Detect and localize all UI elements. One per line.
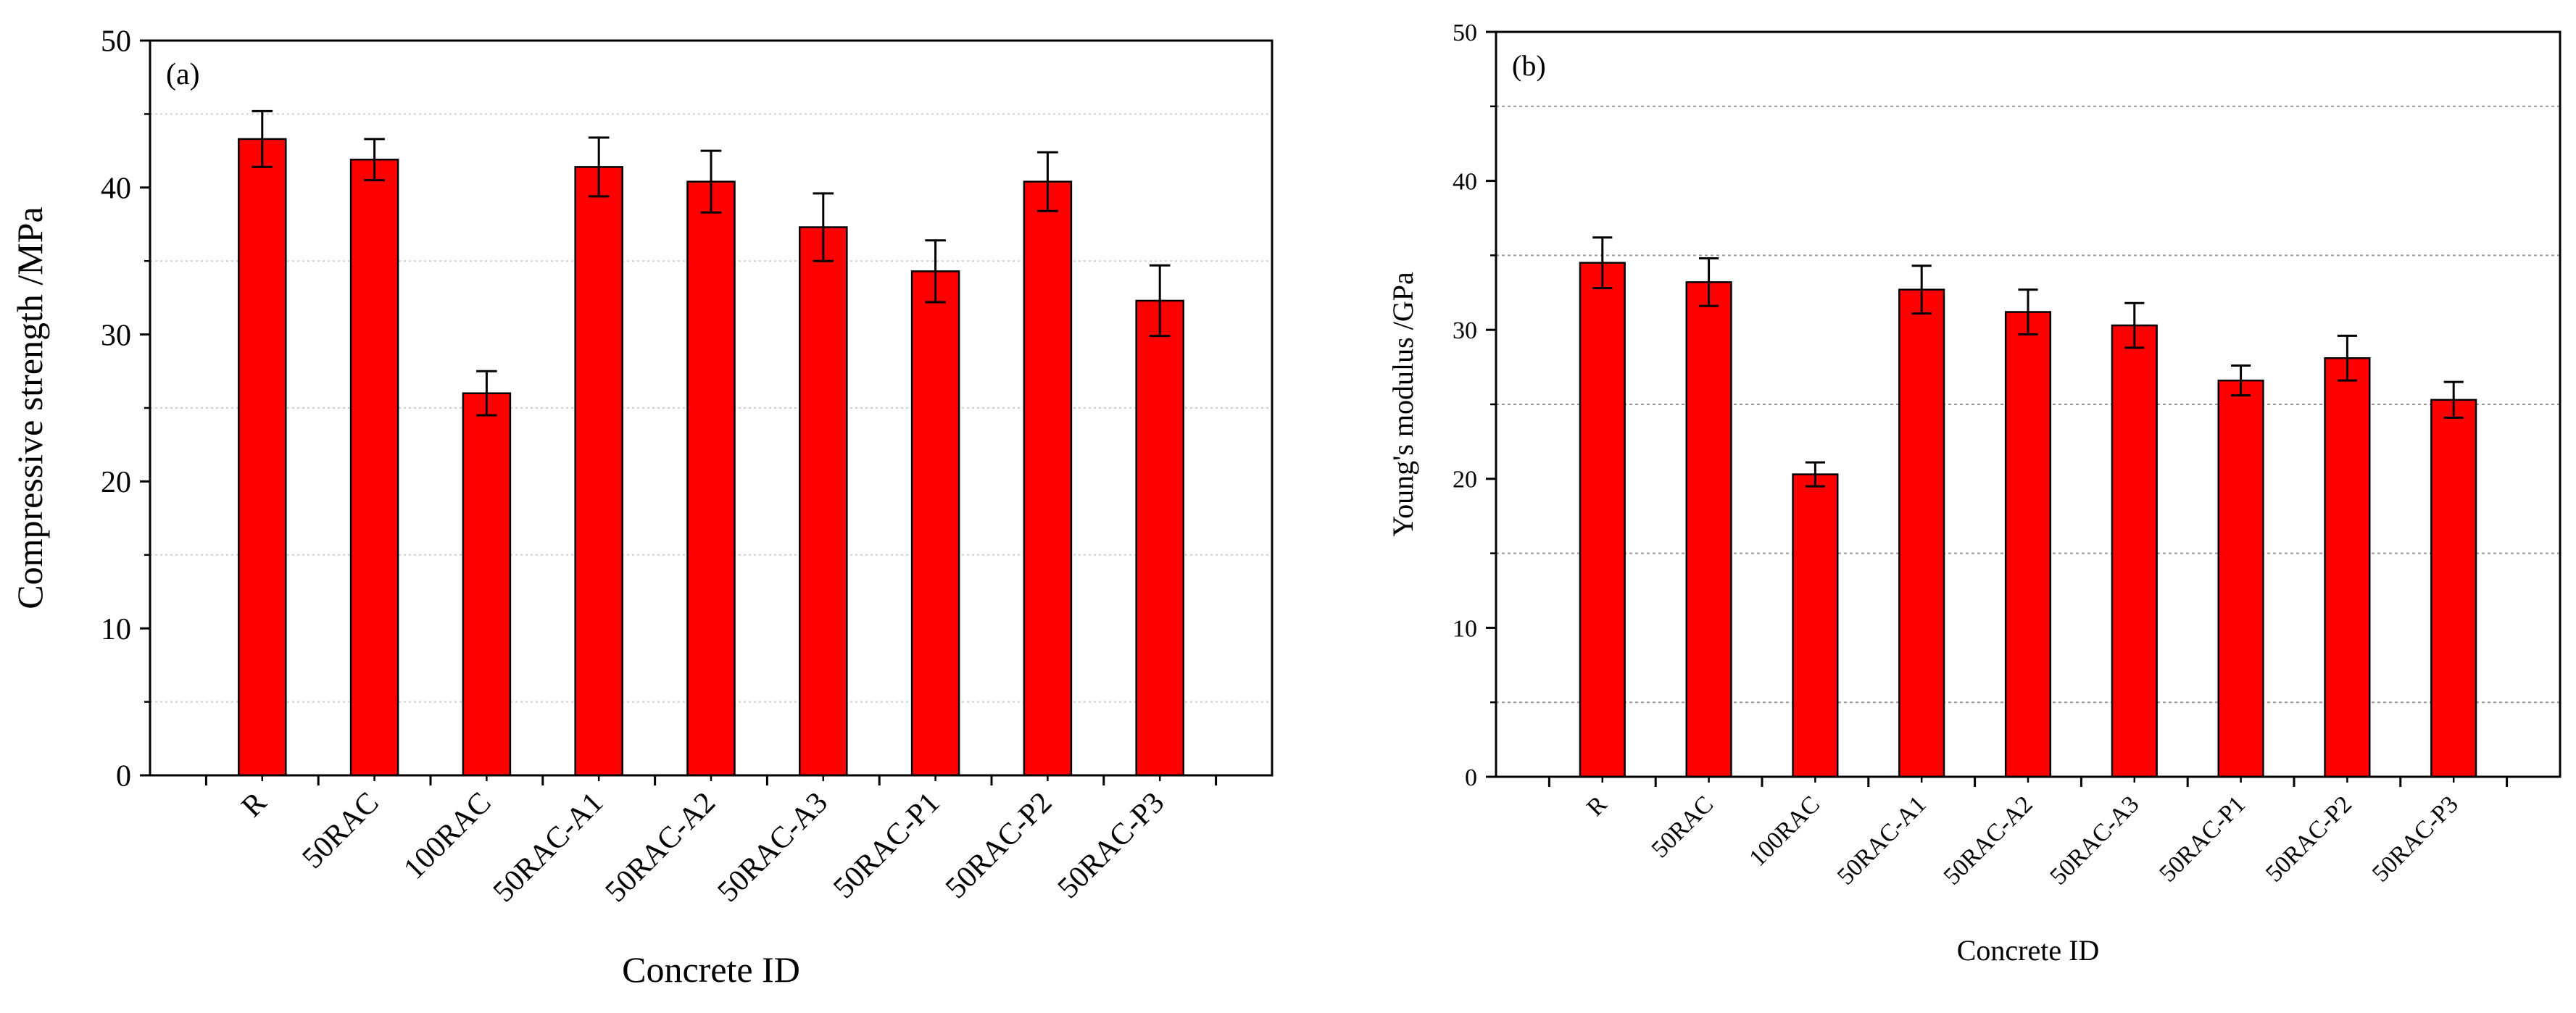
bar-R [238,138,287,777]
bar-50RAC-A1 [574,166,623,777]
bar-50RAC-A2 [686,180,736,777]
bar-series [238,138,1184,777]
x-tick-label-50RAC-P3: 50RAC-P3 [2367,791,2464,887]
x-tick-label-50RAC-A3: 50RAC-A3 [711,786,834,909]
panel-label: (a) [166,58,200,91]
axes [140,39,1274,785]
x-tick-label-100RAC: 100RAC [397,786,497,886]
x-tick-label-R: R [236,786,273,824]
y-axis-label: Young's modulus /GPa [1387,272,1419,537]
panel-label: (b) [1512,49,1546,82]
x-tick-label-50RAC-A2: 50RAC-A2 [599,786,722,909]
y-tick-label: 10 [1453,615,1477,642]
x-tick-label-50RAC-P1: 50RAC-P1 [827,786,947,906]
y-tick-labels: 0 10 20 30 40 50 [1453,20,1477,791]
x-tick-label-100RAC: 100RAC [1744,791,1825,872]
bar-100RAC [462,392,512,777]
bar-50RAC [349,159,399,777]
error-bars [1592,236,2464,488]
x-tick-label-50RAC-P1: 50RAC-P1 [2154,791,2251,887]
x-tick-label-50RAC-A3: 50RAC-A3 [2045,791,2144,890]
y-tick-label: 20 [1453,467,1477,493]
y-tick-label: 50 [101,25,131,59]
y-tick-label: 30 [1453,317,1477,344]
bar-50RAC-A2 [2004,311,2052,778]
y-tick-label: 0 [1465,764,1477,791]
x-tick-label-50RAC-A1: 50RAC-A1 [487,786,610,909]
x-tick-label-50RAC: 50RAC [1647,791,1719,863]
y-axis-label: Compressive strength /MPa [9,207,50,609]
y-tick-label: 40 [1453,169,1477,196]
x-axis-label: Concrete ID [622,949,800,990]
y-tick-label: 10 [101,613,131,646]
error-bars [252,109,1171,417]
chart-panel-b: 0 10 20 30 40 50 R 50RAC 100RAC 50RAC-A1 50RAC-A2… [1288,0,2576,1009]
x-tick-label-50RAC: 50RAC [296,786,385,875]
bar-R [1579,262,1626,778]
x-tick-label-50RAC-P2: 50RAC-P2 [2261,791,2357,887]
grid-lines [150,113,1272,703]
y-tick-label: 20 [101,466,131,499]
chart-panel-a: 0 10 20 30 40 50 R 50RAC 100RAC 50RAC-A1 50RAC-A2… [0,0,1288,1009]
bar-100RAC [1792,473,1839,778]
bar-50RAC-P2 [2324,357,2371,778]
x-axis-label: Concrete ID [1957,934,2100,967]
bar-50RAC-A3 [799,226,848,777]
youngs-modulus-chart: 0 10 20 30 40 50 R 50RAC 100RAC 50RAC-A1 50RAC-A2… [1387,20,2562,967]
compressive-strength-chart: 0 10 20 30 40 50 R 50RAC 100RAC50RAC-A150RAC-A2… [9,25,1274,990]
bar-50RAC [1685,281,1732,778]
y-tick-label: 40 [101,172,131,206]
bar-50RAC-A1 [1898,288,1945,778]
bar-series [1579,262,2477,778]
bar-50RAC-A3 [2111,324,2158,778]
bar-50RAC-P1 [2217,379,2264,778]
bar-50RAC-P2 [1023,180,1073,777]
y-tick-labels: 0 10 20 30 40 50 [101,25,131,793]
x-tick-label-50RAC-P3: 50RAC-P3 [1052,786,1171,906]
y-tick-label: 30 [101,319,131,352]
bar-50RAC-P3 [1135,299,1184,777]
axes [1486,30,2562,787]
x-tick-label-50RAC-A2: 50RAC-A2 [1939,791,2038,890]
y-tick-label: 50 [1453,20,1477,46]
x-tick-label-50RAC-P2: 50RAC-P2 [939,786,1059,906]
bar-50RAC-P3 [2430,399,2477,778]
bar-50RAC-P1 [910,270,960,777]
y-tick-label: 0 [116,760,131,793]
x-tick-label-50RAC-A1: 50RAC-A1 [1832,791,1932,890]
x-tick-label-R: R [1582,791,1612,821]
